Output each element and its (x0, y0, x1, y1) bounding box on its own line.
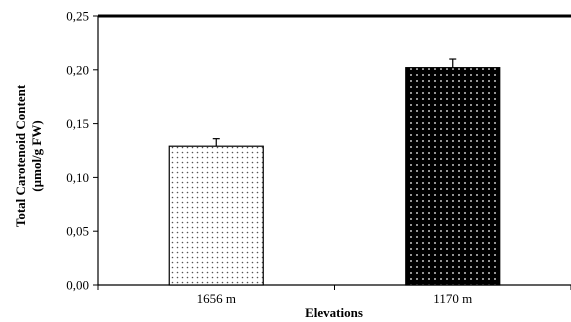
y-tick-label: 0,00 (66, 278, 89, 293)
bars (168, 58, 501, 286)
bar-0 (168, 145, 264, 286)
y-axis-title-line1: Total Carotenoid Content (13, 84, 28, 227)
x-tick-label: 1656 m (197, 291, 236, 306)
y-tick-label: 0,25 (66, 9, 89, 24)
bar-1 (405, 67, 501, 286)
y-tick-label: 0,10 (66, 170, 89, 185)
y-ticks: 0,00 0,05 0,10 0,15 0,20 0,25 (66, 9, 98, 293)
y-tick-label: 0,20 (66, 62, 89, 77)
y-tick-label: 0,15 (66, 116, 89, 131)
y-tick-label: 0,05 (66, 224, 89, 239)
x-axis-title: Elevations (305, 305, 363, 320)
x-ticks: 1656 m 1170 m (97, 285, 571, 306)
x-tick-label: 1170 m (433, 291, 472, 306)
y-axis-title-line2: (µmol/g FW) (29, 120, 44, 191)
